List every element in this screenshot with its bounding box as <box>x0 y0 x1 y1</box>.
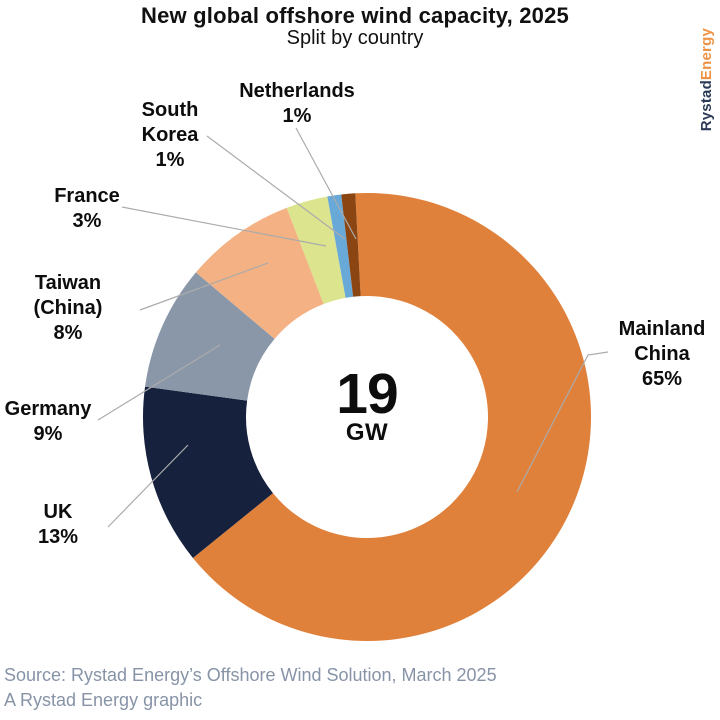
donut-slice-france <box>286 196 346 305</box>
slice-label-line: Netherlands <box>239 80 355 102</box>
slice-label-uk: UK 13% <box>38 500 78 550</box>
chart-title: New global offshore wind capacity, 2025 <box>141 3 569 28</box>
donut-slice-netherlands <box>341 193 361 297</box>
slice-label-line: 65% <box>641 368 683 390</box>
slice-label-line: Mainland <box>618 318 706 340</box>
total-unit: GW <box>345 418 389 446</box>
slice-label-line: 1% <box>282 105 312 127</box>
source-note: Source: Rystad Energy’s Offshore Wind So… <box>4 663 497 713</box>
leader-line-south-korea <box>206 135 346 240</box>
source-line-2: A Rystad Energy graphic <box>4 690 203 710</box>
slice-label-line: 9% <box>33 423 63 445</box>
source-line-1: Source: Rystad Energy’s Offshore Wind So… <box>4 665 497 685</box>
slice-label-line: 8% <box>53 322 83 344</box>
slice-label-line: Taiwan <box>34 272 102 294</box>
slice-label-france: France 3% <box>54 184 120 234</box>
slice-label-germany: Germany 9% <box>5 397 92 447</box>
slice-label-line: South <box>141 99 199 121</box>
slice-label-south-korea: South Korea 1% <box>142 98 199 173</box>
slice-label-line: 3% <box>72 210 102 232</box>
leader-line-taiwan-china <box>139 262 269 311</box>
slice-label-taiwan-china: Taiwan (China) 8% <box>34 271 103 346</box>
slice-label-line: 13% <box>37 526 79 548</box>
total-value: 19 <box>336 362 398 427</box>
slice-label-line: France <box>54 185 120 207</box>
leader-line-france <box>121 206 327 247</box>
leader-line-netherlands <box>295 127 357 240</box>
slice-label-line: UK <box>43 501 73 523</box>
chart-subtitle: Split by country <box>286 27 424 49</box>
slice-label-line: 1% <box>155 149 185 171</box>
donut-center-label: 19 GW <box>336 362 398 446</box>
leader-line-uk <box>107 444 189 528</box>
donut-slice-uk <box>142 386 273 558</box>
slice-label-netherlands: Netherlands 1% <box>239 79 355 129</box>
leader-line-mainland-china <box>516 351 609 493</box>
slice-label-line: Korea <box>141 124 199 146</box>
slice-label-line: China <box>634 343 690 365</box>
donut-slice-south-korea <box>327 194 354 298</box>
donut-slice-taiwan-china <box>195 207 324 339</box>
donut-slice-mainland-china <box>192 193 592 642</box>
slice-label-line: (China) <box>33 297 103 319</box>
donut-slice-germany <box>145 272 275 401</box>
slice-label-line: Germany <box>4 398 92 420</box>
slice-label-mainland-china: Mainland China 65% <box>619 317 706 392</box>
leader-line-germany <box>97 344 221 421</box>
